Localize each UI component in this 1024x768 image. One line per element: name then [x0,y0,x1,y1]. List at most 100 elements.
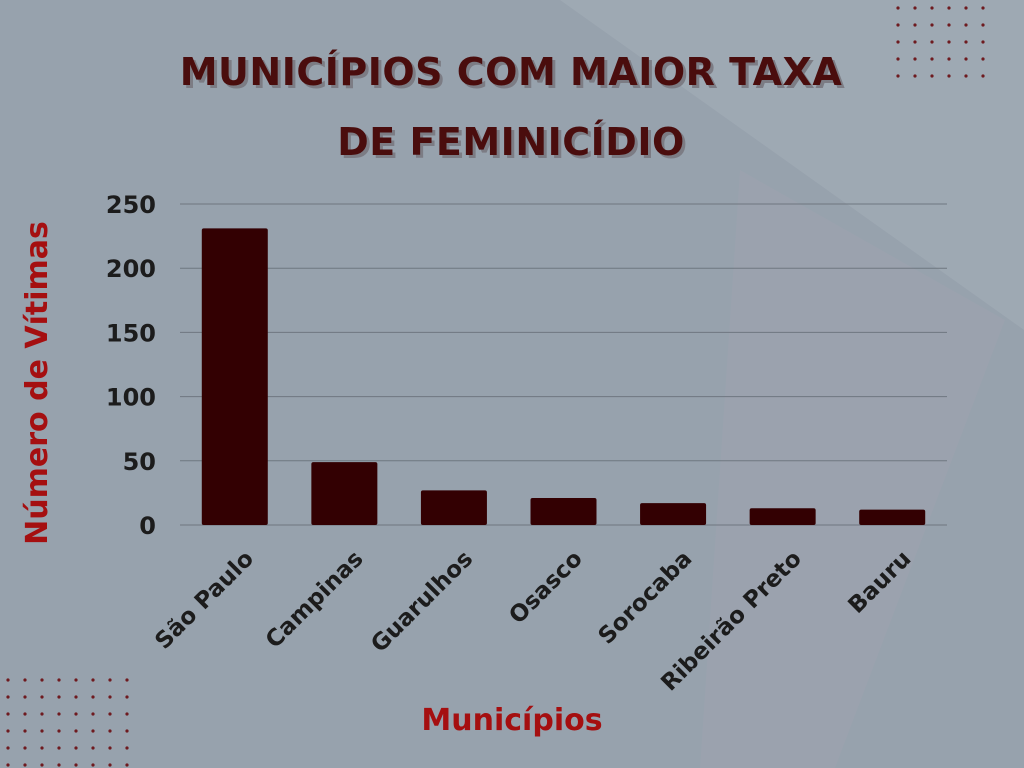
decor-dot [91,695,95,699]
bar-guarulhos [420,490,487,525]
decor-dot [40,712,44,716]
decor-dot [57,763,61,767]
decor-dot [125,763,129,767]
decor-dot [896,74,900,78]
decor-dot [6,678,10,682]
decor-dot [108,678,112,682]
decor-dot [57,695,61,699]
bar-ribeir-o-preto [749,508,816,525]
decor-dot [964,40,968,44]
y-tick-label: 150 [106,319,156,347]
x-axis-label: Municípios [421,703,602,738]
decor-dot [23,712,27,716]
decor-dot [74,678,78,682]
decor-dot [981,23,985,27]
y-tick-label: 200 [106,255,156,283]
decor-dot [6,729,10,733]
decor-dot [930,57,934,61]
decor-dot [964,74,968,78]
decor-dot [23,729,27,733]
y-tick-label: 0 [139,512,156,540]
decor-dot [964,6,968,10]
decor-dot [913,74,917,78]
decor-dot [930,40,934,44]
decor-dot [74,712,78,716]
decor-dot [896,23,900,27]
background-shape-right [700,170,1005,768]
decor-dot [947,40,951,44]
decor-dot [40,763,44,767]
decor-dot [23,678,27,682]
x-category-label: Osasco [504,546,587,629]
decor-dot [930,23,934,27]
bar-campinas [311,462,378,525]
decor-dot [896,57,900,61]
decor-dot [913,6,917,10]
chart-title-line-2-shadow: DE FEMINICÍDIO [340,123,688,167]
decor-dot [91,746,95,750]
decor-dot [108,746,112,750]
chart-title-line-2: DE FEMINICÍDIO [337,120,685,164]
x-category-label: Guarulhos [366,546,478,658]
decor-dot [91,763,95,767]
decor-dot [108,712,112,716]
y-tick-label: 250 [106,191,156,219]
decor-dot [125,712,129,716]
decor-dot [981,40,985,44]
decor-dot [74,729,78,733]
decor-dot [981,6,985,10]
dot-pattern-bottom-left [6,678,129,767]
decor-dot [913,23,917,27]
decor-dot [6,695,10,699]
bars [201,228,926,525]
decor-dot [57,678,61,682]
y-axis-label: Número de Vítimas [20,221,55,545]
decor-dot [930,74,934,78]
chart-title: MUNICÍPIOS COM MAIOR TAXA MUNICÍPIOS COM… [180,50,846,167]
decor-dot [40,729,44,733]
decor-dot [964,23,968,27]
decor-dot [913,57,917,61]
decor-dot [91,712,95,716]
decor-dot [125,729,129,733]
decor-dot [74,763,78,767]
x-category-label: Campinas [261,546,369,654]
chart-title-line-1-shadow: MUNICÍPIOS COM MAIOR TAXA [183,53,846,97]
decor-dot [125,678,129,682]
decor-dot [125,695,129,699]
decor-dot [947,6,951,10]
decor-dot [40,746,44,750]
decor-dot [74,746,78,750]
decor-dot [91,678,95,682]
x-category-label: São Paulo [150,546,259,655]
decor-dot [57,729,61,733]
decor-dot [40,678,44,682]
decor-dot [23,763,27,767]
chart-title-line-1: MUNICÍPIOS COM MAIOR TAXA [180,50,843,94]
decor-dot [947,23,951,27]
bar-bauru [859,509,926,525]
decor-dot [74,695,78,699]
decor-dot [930,6,934,10]
decor-dot [108,729,112,733]
decor-dot [6,763,10,767]
decor-dot [981,57,985,61]
decor-dot [947,57,951,61]
gridlines [180,203,947,526]
decor-dot [913,40,917,44]
x-category-label: Bauru [844,546,917,619]
decor-dot [6,746,10,750]
decor-dot [6,712,10,716]
decor-dot [964,57,968,61]
decor-dot [896,6,900,10]
background-shape-upper [560,0,1024,330]
decor-dot [981,74,985,78]
x-category-label: Sorocaba [594,546,698,650]
y-axis-tick-labels: 0 50 100 150 200 250 [106,191,156,540]
decor-dot [91,729,95,733]
bar-osasco [530,498,597,525]
dot-pattern-top-right [896,6,985,78]
decor-dot [108,763,112,767]
